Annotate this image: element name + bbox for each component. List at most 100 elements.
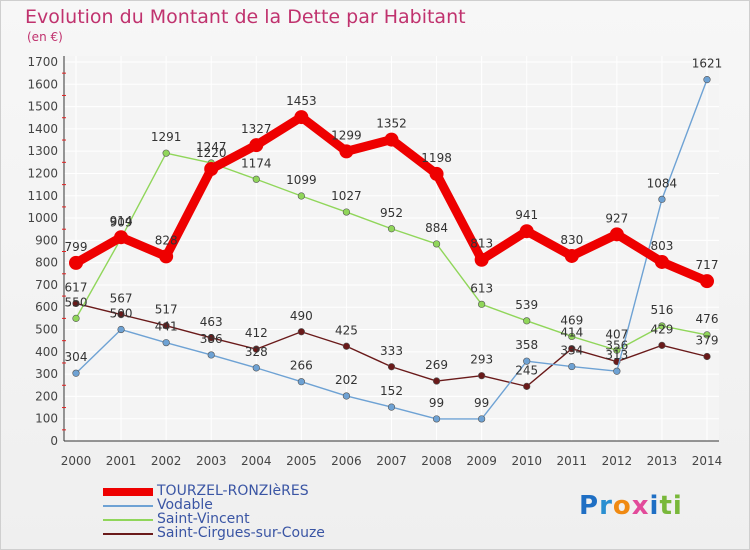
legend-swatch: [103, 533, 153, 535]
data-label: 1453: [286, 94, 317, 108]
data-point: [294, 110, 309, 125]
data-point: [384, 132, 399, 147]
data-point: [568, 332, 576, 341]
data-point: [387, 363, 396, 371]
data-label: 334: [560, 344, 583, 358]
data-point: [339, 144, 354, 159]
y-tick-label: 300: [35, 367, 58, 381]
data-point: [207, 351, 215, 359]
data-point: [429, 166, 444, 181]
legend-swatch: [103, 505, 153, 507]
data-label: 1352: [376, 117, 407, 131]
data-label: 613: [470, 281, 493, 295]
data-label: 412: [245, 326, 268, 340]
data-point: [523, 357, 531, 365]
y-tick-label: 600: [35, 300, 58, 314]
data-point: [252, 175, 260, 183]
y-tick-label: 1700: [27, 55, 58, 69]
y-tick-label: 200: [35, 389, 58, 403]
y-tick-label: 1600: [27, 77, 58, 91]
data-point: [478, 415, 486, 423]
legend-label: TOURZEL-RONZIèRES: [157, 483, 309, 499]
legend-swatch: [103, 519, 153, 521]
data-label: 333: [380, 344, 403, 358]
data-point: [478, 372, 486, 380]
data-point: [609, 227, 624, 242]
data-point: [568, 362, 576, 371]
y-tick-label: 1100: [27, 189, 58, 203]
data-label: 1327: [241, 122, 272, 136]
x-tick-label: 2004: [241, 454, 272, 468]
data-point: [297, 328, 305, 336]
data-label: 1299: [331, 128, 362, 142]
data-point: [658, 322, 666, 330]
data-point: [72, 314, 80, 322]
x-tick-label: 2002: [151, 454, 182, 468]
data-label: 1198: [421, 151, 452, 165]
data-point: [342, 392, 351, 400]
data-label: 99: [474, 396, 489, 410]
x-tick-label: 2006: [331, 454, 362, 468]
y-tick-label: 1400: [27, 122, 58, 136]
data-point: [72, 299, 80, 308]
data-label: 99: [429, 396, 444, 410]
data-label: 813: [470, 237, 493, 251]
data-point: [474, 252, 489, 267]
data-label: 304: [65, 350, 88, 364]
data-label: 1174: [241, 156, 272, 170]
legend-label: Saint-Vincent: [157, 511, 250, 527]
y-tick-label: 1000: [27, 211, 58, 225]
data-label: 476: [696, 312, 719, 326]
data-point: [432, 240, 441, 248]
y-tick-label: 1200: [27, 166, 58, 180]
y-tick-label: 700: [35, 278, 58, 292]
data-label: 539: [515, 298, 538, 312]
data-point: [478, 300, 486, 308]
data-point: [72, 369, 80, 377]
data-label: 266: [290, 359, 313, 373]
x-tick-label: 2014: [692, 454, 723, 468]
x-tick-label: 2003: [196, 454, 227, 468]
x-tick-label: 2009: [466, 454, 497, 468]
data-point: [342, 342, 351, 350]
data-label: 952: [380, 206, 403, 220]
data-point: [703, 331, 711, 339]
data-point: [249, 138, 264, 153]
proxiti-logo: Proxiti: [579, 491, 683, 521]
data-label: 469: [560, 313, 583, 327]
chart-title: Evolution du Montant de la Dette par Hab…: [25, 6, 466, 28]
data-label: 1220: [196, 146, 227, 160]
data-label: 828: [155, 233, 178, 247]
data-point: [387, 225, 396, 233]
data-point: [162, 339, 170, 347]
data-point: [342, 208, 351, 216]
data-point: [162, 149, 170, 157]
y-tick-label: 1300: [27, 144, 58, 158]
data-label: 1084: [647, 176, 678, 190]
data-point: [159, 249, 174, 264]
data-label: 386: [200, 332, 223, 346]
data-point: [703, 352, 711, 361]
data-point: [114, 230, 129, 245]
data-label: 1291: [151, 130, 182, 144]
data-point: [162, 322, 170, 330]
data-label: 463: [200, 315, 223, 329]
data-label: 490: [290, 309, 313, 323]
data-label: 328: [245, 345, 268, 359]
data-point: [432, 377, 441, 385]
x-tick-label: 2008: [421, 454, 452, 468]
data-label: 927: [605, 211, 628, 225]
y-tick-label: 800: [35, 256, 58, 270]
data-label: 717: [696, 258, 719, 272]
data-point: [523, 317, 531, 325]
y-tick-label: 900: [35, 233, 58, 247]
data-point: [564, 248, 579, 263]
data-label: 358: [515, 338, 538, 352]
data-point: [252, 345, 260, 353]
data-point: [658, 195, 666, 203]
data-point: [387, 403, 396, 411]
data-label: 1247: [196, 140, 227, 154]
data-label: 803: [650, 239, 673, 253]
data-label: 914: [110, 214, 133, 228]
